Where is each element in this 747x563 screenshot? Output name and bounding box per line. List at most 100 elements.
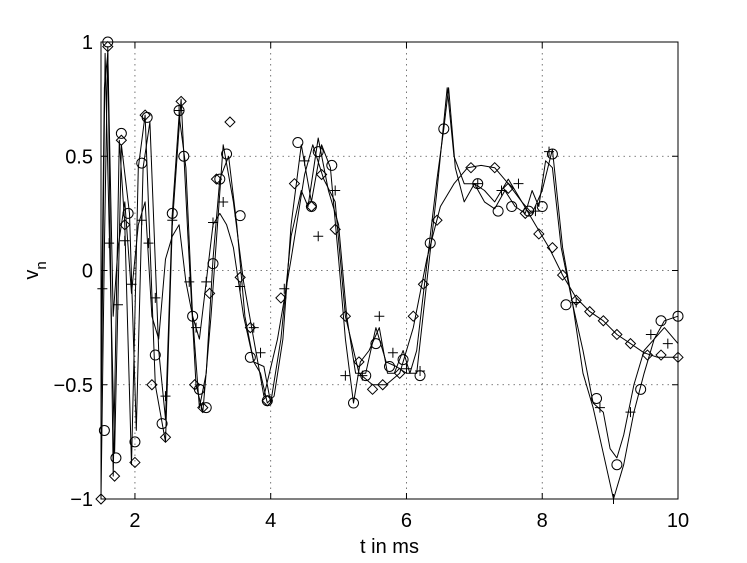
diamond-marker [159, 431, 172, 444]
circle-marker [221, 148, 233, 160]
plus-marker [191, 322, 202, 333]
diamond-marker [393, 367, 406, 380]
circle-marker [326, 159, 338, 171]
x-tick-label: 6 [401, 510, 412, 532]
diamond-marker [366, 383, 379, 396]
diamond-marker [546, 241, 559, 254]
circle-marker [591, 392, 603, 404]
circle-marker [536, 201, 548, 213]
y-tick-label: −0.5 [54, 375, 93, 397]
plus-marker [218, 196, 229, 207]
plus-marker [208, 217, 219, 228]
circle-marker [312, 146, 324, 158]
circle-marker [129, 436, 141, 448]
circle-marker [156, 418, 168, 430]
circle-marker [348, 397, 360, 409]
diamond-marker [597, 315, 610, 327]
circle-marker [611, 459, 623, 471]
y-tick-label: −1 [70, 489, 93, 511]
circle-marker [292, 137, 304, 149]
plus-marker [119, 235, 130, 246]
plus-marker [143, 238, 154, 249]
plus-marker [160, 391, 171, 402]
circle-marker [110, 452, 122, 464]
diamond-marker [465, 161, 477, 174]
series-plus [97, 52, 679, 504]
y-tick-label: 0 [82, 261, 93, 283]
x-tick-label: 4 [265, 510, 276, 532]
diamond-marker [611, 328, 623, 341]
diamond-marker [624, 337, 637, 350]
diamond-marker [407, 310, 419, 322]
diamond-marker [210, 173, 223, 185]
plus-marker [167, 215, 178, 226]
x-axis-label: t in ms [360, 536, 419, 558]
diamond-marker [146, 379, 158, 391]
diamond-marker [197, 401, 209, 414]
diamond-marker [203, 287, 216, 300]
diamond-marker [175, 95, 187, 108]
diamond-marker [139, 109, 151, 121]
diamond-marker [339, 310, 352, 322]
diamond-marker [353, 356, 365, 368]
plus-marker [513, 178, 524, 189]
diamond-marker [556, 269, 569, 281]
y-tick-label: 0.5 [65, 146, 93, 168]
circle-marker [635, 383, 647, 395]
plus-marker [625, 407, 636, 418]
circle-marker [244, 351, 256, 363]
diamond-marker [584, 305, 596, 318]
y-axis-label: vn [21, 261, 50, 279]
diamond-marker [261, 395, 274, 407]
plus-marker [104, 238, 115, 249]
series-line-plus [100, 52, 679, 500]
diamond-marker [108, 470, 121, 482]
x-tick-label: 2 [129, 510, 140, 532]
diamond-marker [502, 182, 515, 194]
circle-marker [560, 299, 572, 311]
circle-marker [506, 201, 518, 213]
y-axis-label-subscript: n [33, 261, 50, 269]
plus-marker [662, 338, 673, 349]
diamond-marker [533, 228, 545, 240]
circle-marker [655, 315, 667, 327]
plus-marker [126, 279, 137, 290]
plus-marker [150, 292, 161, 303]
diamond-marker [641, 349, 654, 361]
plus-marker [330, 185, 341, 196]
plus-marker [472, 178, 483, 189]
plus-marker [496, 185, 507, 196]
circle-marker [214, 173, 226, 185]
plus-marker [136, 215, 147, 226]
plus-marker [544, 146, 555, 157]
circle-marker [115, 127, 127, 139]
y-tick-label: 1 [82, 32, 93, 54]
circle-marker [397, 354, 409, 366]
plus-marker [594, 402, 605, 413]
plus-marker [235, 281, 246, 292]
plus-marker [401, 363, 412, 374]
circle-marker [492, 205, 504, 217]
circle-marker [384, 360, 395, 372]
plus-marker [530, 206, 541, 217]
x-tick-label: 8 [537, 510, 548, 532]
series-layer [95, 36, 684, 505]
plus-marker [255, 347, 266, 358]
diamond-marker [489, 161, 501, 174]
diamond-marker [129, 456, 141, 469]
plus-marker [248, 322, 259, 333]
diamond-marker [224, 116, 236, 128]
series-line-diamond [100, 46, 678, 500]
plus-marker [415, 366, 426, 377]
diamond-marker [188, 379, 201, 391]
plus-marker [645, 329, 656, 340]
diamond-marker [115, 134, 128, 146]
plus-marker [374, 311, 385, 322]
diamond-marker [95, 493, 107, 505]
plus-marker [97, 283, 108, 294]
diamond-marker [288, 177, 301, 190]
plus-marker [299, 155, 310, 166]
plus-marker [387, 347, 398, 358]
diamond-marker [102, 40, 114, 53]
